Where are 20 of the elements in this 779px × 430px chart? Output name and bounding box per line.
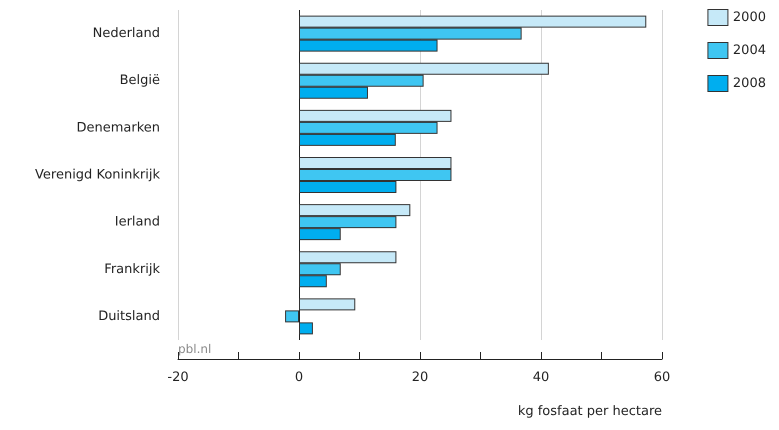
y-tick-label: Denemarken <box>76 120 160 136</box>
legend-label: 2000 <box>732 10 766 25</box>
x-tick-label: 40 <box>532 370 550 385</box>
legend-label: 2008 <box>732 76 766 91</box>
bar <box>299 298 356 310</box>
y-tick-label: Ierland <box>114 214 160 230</box>
x-tick-label: 20 <box>412 370 428 385</box>
bar <box>299 322 313 334</box>
y-tick-label: Duitsland <box>98 308 160 324</box>
y-tick-label: Nederland <box>92 26 160 42</box>
y-tick-label: Frankrijk <box>104 262 160 277</box>
x-tick-label: -20 <box>167 370 189 385</box>
bar <box>285 310 299 322</box>
x-axis-title: kg fosfaat per hectare <box>518 404 662 419</box>
legend-label: 2004 <box>732 43 766 58</box>
x-tick-label: 0 <box>294 370 304 385</box>
y-tick-label: Verenigd Koninkrijk <box>35 168 160 182</box>
text: pbl.nl <box>178 342 212 356</box>
y-tick-label: België <box>120 73 160 88</box>
x-tick-label: 60 <box>654 370 670 385</box>
